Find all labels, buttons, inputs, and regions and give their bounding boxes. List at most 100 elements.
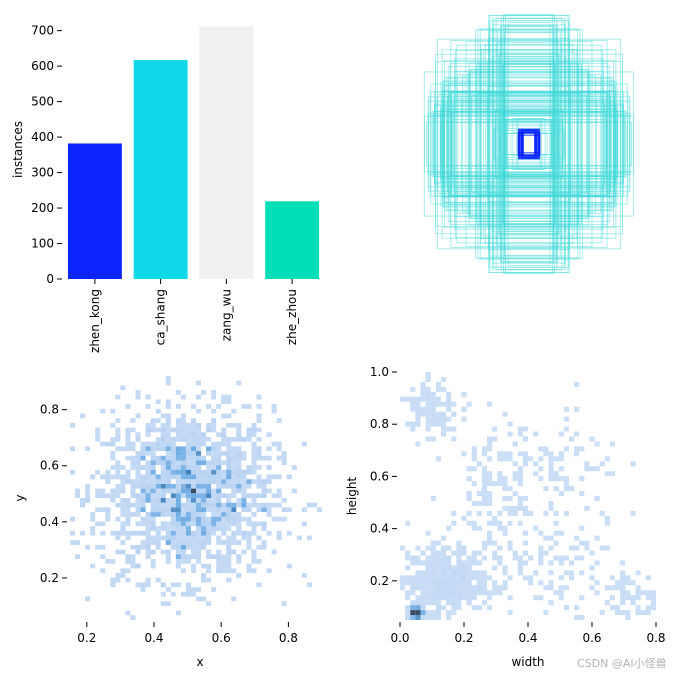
heat-cell bbox=[563, 476, 569, 482]
heat-cell bbox=[410, 590, 416, 596]
heat-cell bbox=[206, 502, 212, 508]
heat-cell bbox=[584, 461, 590, 467]
heat-cell bbox=[175, 455, 181, 461]
heat-cell bbox=[415, 570, 421, 576]
heat-cell bbox=[140, 544, 146, 550]
heat-cell bbox=[135, 563, 141, 569]
heat-cell bbox=[231, 422, 237, 428]
heat-cell bbox=[420, 615, 426, 620]
heat-cell bbox=[165, 455, 171, 461]
heat-cell bbox=[512, 461, 518, 467]
heat-cell bbox=[420, 570, 426, 576]
heat-cell bbox=[190, 465, 196, 470]
heat-cell bbox=[130, 530, 136, 536]
heat-cell bbox=[456, 570, 462, 576]
heat-cell bbox=[135, 521, 141, 527]
heat-cell bbox=[110, 559, 116, 564]
heat-cell bbox=[584, 540, 590, 546]
x-tick-label: ca_shang bbox=[154, 289, 168, 345]
heat-cell bbox=[135, 455, 141, 461]
heat-cell bbox=[271, 516, 277, 522]
heat-cell bbox=[430, 496, 436, 501]
heat-cell bbox=[502, 486, 508, 492]
heat-cell bbox=[476, 491, 482, 496]
heat-cell bbox=[190, 432, 196, 437]
heat-cell bbox=[120, 502, 126, 508]
heat-cell bbox=[175, 540, 181, 545]
heat-cell bbox=[487, 446, 493, 452]
heat-cell bbox=[175, 404, 181, 409]
heat-cell bbox=[543, 610, 549, 616]
heat-cell bbox=[145, 540, 151, 545]
heat-cell bbox=[440, 416, 447, 422]
heat-cell bbox=[435, 401, 441, 407]
heat-cell bbox=[180, 544, 186, 550]
heat-cell bbox=[95, 427, 101, 433]
heat-cell bbox=[170, 455, 176, 461]
heat-cell bbox=[246, 516, 252, 522]
heat-cell bbox=[160, 460, 166, 466]
heat-cell bbox=[420, 391, 426, 397]
heat-cell bbox=[425, 580, 431, 586]
heat-cell bbox=[266, 446, 272, 452]
heat-cell bbox=[160, 441, 166, 447]
heat-cell bbox=[281, 460, 287, 466]
heat-cell bbox=[481, 471, 488, 477]
heat-cell bbox=[105, 559, 111, 564]
heat-cell bbox=[615, 580, 621, 586]
heat-cell bbox=[180, 483, 186, 489]
heat-cell bbox=[165, 474, 171, 480]
heat-cell bbox=[226, 422, 232, 428]
heat-cell bbox=[201, 432, 207, 437]
heat-cell bbox=[522, 505, 528, 511]
heat-cell bbox=[216, 502, 222, 508]
heat-cell bbox=[405, 615, 411, 620]
heat-cell bbox=[584, 505, 590, 511]
heat-cell bbox=[574, 406, 580, 412]
heat-cell bbox=[221, 427, 227, 433]
heat-cell bbox=[440, 585, 447, 591]
heat-cell bbox=[604, 471, 610, 477]
heat-cell bbox=[256, 394, 262, 400]
heat-cell bbox=[105, 469, 111, 475]
heat-cell bbox=[456, 550, 462, 556]
heat-cell bbox=[170, 540, 176, 545]
heat-cell bbox=[599, 545, 605, 551]
heat-cell bbox=[558, 456, 564, 462]
heat-cell bbox=[471, 585, 477, 591]
heat-cell bbox=[231, 437, 237, 442]
heat-cell bbox=[481, 545, 488, 551]
heat-cell bbox=[420, 550, 426, 556]
heat-cell bbox=[405, 396, 411, 402]
heat-cell bbox=[236, 460, 242, 466]
heat-cell bbox=[115, 549, 121, 555]
heat-cell bbox=[435, 396, 441, 402]
heat-cell bbox=[507, 421, 513, 427]
heat-cell bbox=[165, 554, 171, 559]
heat-cell bbox=[135, 512, 141, 517]
heat-cell bbox=[110, 437, 116, 442]
heat-cell bbox=[609, 575, 616, 581]
heat-cell bbox=[125, 446, 131, 452]
heat-cell bbox=[543, 446, 549, 452]
heat-cell bbox=[150, 474, 156, 480]
heat-cell bbox=[256, 418, 262, 423]
heat-cell bbox=[466, 496, 472, 501]
heat-cell bbox=[185, 559, 191, 564]
heat-cell bbox=[461, 570, 467, 576]
heat-cell bbox=[563, 510, 569, 516]
heat-cell bbox=[306, 502, 312, 508]
heat-cell bbox=[456, 540, 462, 546]
box-outline bbox=[442, 108, 616, 180]
heat-cell bbox=[425, 376, 431, 382]
heat-cell bbox=[246, 507, 252, 513]
heat-cell bbox=[145, 521, 151, 527]
heat-cell bbox=[165, 535, 171, 541]
heat-cell bbox=[266, 502, 272, 508]
heat-cell bbox=[206, 540, 212, 545]
heat-cell bbox=[185, 437, 191, 442]
heat-cell bbox=[251, 554, 257, 559]
heat-cell bbox=[400, 396, 406, 402]
heat-cell bbox=[145, 465, 151, 470]
heat-cell bbox=[261, 479, 267, 484]
